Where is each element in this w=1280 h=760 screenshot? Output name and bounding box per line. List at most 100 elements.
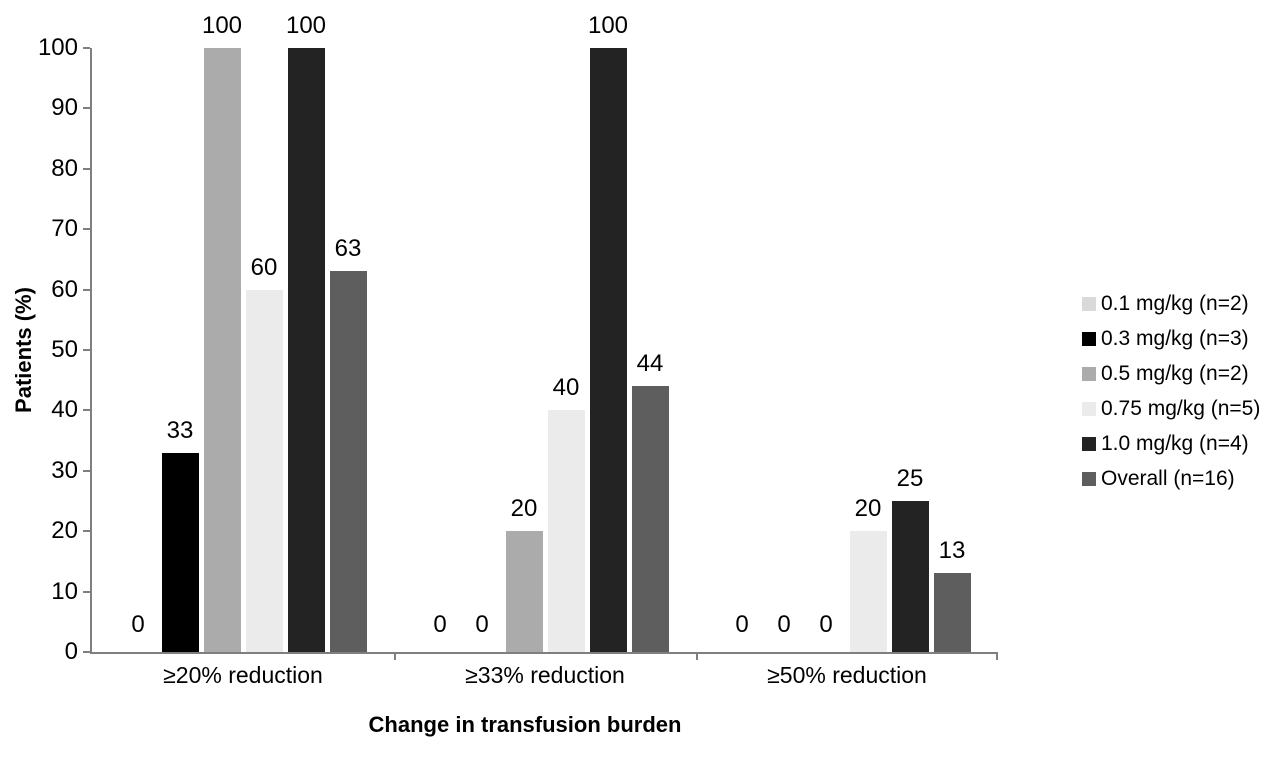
bar-slot: 100 [588,14,628,652]
legend-label: 0.5 mg/kg (n=2) [1101,362,1249,385]
bar-value-label: 0 [777,611,791,638]
bar-slot: 0 [766,48,803,652]
legend-item: 0.1 mg/kg (n=2) [1082,286,1260,321]
y-tick-mark [83,47,90,49]
plot-area: 0 10 20 30 40 50 60 70 80 90 100 0 33 100 60 100 63 0 0 20… [38,14,998,687]
y-tick-label: 10 [51,577,78,605]
y-tick-mark [83,469,90,472]
y-axis-title: Patients (%) [11,287,36,413]
legend-item: 0.5 mg/kg (n=2) [1082,356,1260,391]
bar-value-label: 0 [735,611,749,638]
y-tick-mark [83,349,90,351]
bar-slot: 63 [329,48,367,652]
bar-value-label: 44 [636,350,664,377]
category-label: ≥20% reduction [163,662,323,688]
bar-slot: 0 [422,48,459,652]
bar-value-label: 0 [433,611,447,638]
y-tick-label: 100 [37,34,78,61]
bar-value-label: 100 [587,12,629,39]
legend-item: 1.0 mg/kg (n=4) [1082,426,1260,461]
legend-label: 1.0 mg/kg (n=4) [1101,432,1249,455]
bar-value-label: 63 [334,235,362,262]
legend-swatch [1082,436,1096,451]
legend-label: 0.75 mg/kg (n=5) [1101,397,1261,420]
x-tick-mark [696,652,698,660]
bar-group: 0 33 100 60 100 63 [92,14,394,652]
y-tick-mark [83,167,90,170]
bar-value-label: 100 [285,12,327,39]
y-tick-label: 20 [51,517,78,545]
bar-slot: 0 [724,48,761,652]
bar-slot: 25 [891,48,929,652]
legend-swatch [1082,401,1096,416]
bar [589,48,627,652]
y-tick-label: 60 [51,275,78,303]
bar-slot: 20 [505,48,543,652]
bar-value-label: 20 [854,495,882,522]
bar-slot: 100 [202,14,242,652]
bar-slot: 0 [808,48,845,652]
bar-group: 0 0 20 40 100 44 [394,14,696,652]
legend-item: 0.75 mg/kg (n=5) [1082,391,1260,426]
legend-label: Overall (n=16) [1101,467,1235,490]
y-tick-label: 80 [51,154,78,182]
bar-value-label: 0 [819,611,833,638]
bar-value-label: 0 [475,611,489,638]
legend-label: 0.1 mg/kg (n=2) [1101,292,1249,315]
y-tick-label: 70 [51,215,78,243]
bar [891,501,929,652]
bar-value-label: 0 [131,611,145,638]
bar-value-label: 33 [166,417,194,444]
bar-slot: 100 [286,14,326,652]
bar-slot: 0 [120,48,157,652]
bar [849,531,887,652]
bar [245,290,283,652]
y-tick-label: 50 [51,336,78,363]
bar-value-label: 13 [938,537,966,564]
bar-slot: 44 [631,48,669,652]
bar-slot: 13 [933,48,971,652]
category-label: ≥50% reduction [767,662,927,688]
bar [631,386,669,652]
bar-value-label: 40 [552,374,580,401]
bar [933,573,971,652]
y-axis-line [90,48,92,654]
bar [161,453,199,652]
y-tick-mark [83,288,90,291]
bar [505,531,543,652]
bar-slot: 20 [849,48,887,652]
y-tick-mark [83,530,90,533]
y-tick-label: 0 [64,638,78,665]
bar [547,410,585,652]
y-tick-mark [83,107,90,110]
x-tick-mark [394,652,396,660]
y-tick-mark [83,651,90,653]
bar-value-label: 25 [896,465,924,492]
legend-swatch [1082,471,1096,486]
legend-swatch [1082,366,1096,381]
x-axis-line [90,652,998,654]
legend-label: 0.3 mg/kg (n=3) [1101,327,1249,350]
category-labels: ≥20% reduction ≥33% reduction ≥50% reducti… [92,664,998,687]
x-tick-mark [996,652,998,660]
y-tick-label: 90 [51,94,78,122]
y-tick-mark [83,590,90,593]
bar-slot: 40 [547,48,585,652]
legend-item: Overall (n=16) [1082,461,1260,496]
legend-item: 0.3 mg/kg (n=3) [1082,321,1260,356]
bar [203,48,241,652]
bar-value-label: 100 [201,12,243,39]
bar-value-label: 20 [510,495,538,522]
y-tick-mark [83,409,90,412]
legend-swatch [1082,331,1096,346]
bar-slot: 33 [161,48,199,652]
y-tick-mark [83,228,90,231]
bar [329,271,367,652]
x-axis-title: Change in transfusion burden [368,712,682,737]
category-label: ≥33% reduction [465,662,625,688]
bar-slot: 0 [464,48,501,652]
bar-groups: 0 33 100 60 100 63 0 0 20 40 100 44 0 0 0 20 25 13 [92,14,998,652]
y-tick-label: 30 [51,456,78,484]
legend: 0.1 mg/kg (n=2) 0.3 mg/kg (n=3) 0.5 mg/kg … [1082,286,1260,496]
